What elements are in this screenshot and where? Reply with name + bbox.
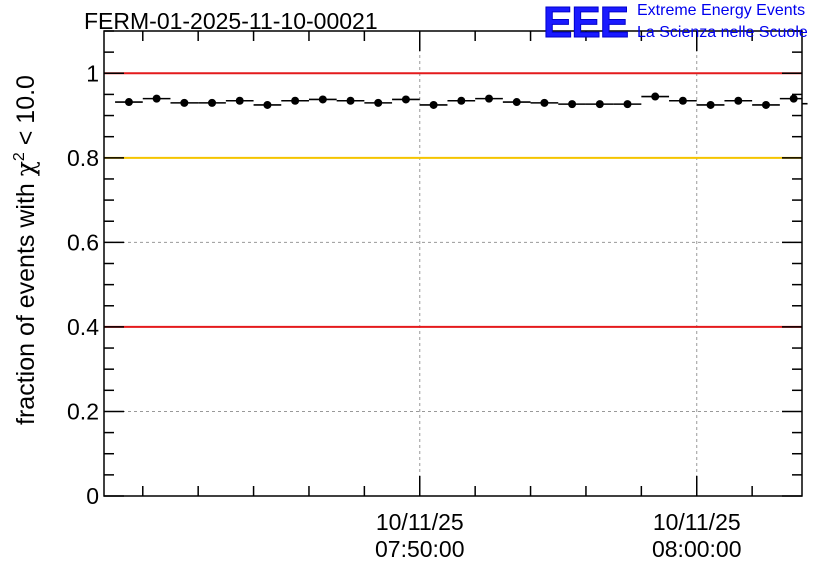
data-point — [789, 94, 798, 103]
data-point — [152, 94, 161, 103]
eee-logo: EEE Extreme Energy Events La Scienza nel… — [542, 0, 836, 47]
y-label-threshold: < 10.0 — [12, 75, 40, 152]
y-label-exponent: 2 — [11, 152, 28, 161]
y-tick-label: 0 — [86, 483, 99, 509]
y-tick-label: 0.6 — [67, 229, 99, 255]
data-point — [180, 98, 189, 107]
data-point — [346, 96, 355, 105]
data-point — [706, 100, 715, 109]
reference-lines — [104, 72, 802, 328]
y-axis-label: fraction of events with χ2 < 10.0 — [11, 75, 40, 425]
y-tick-label: 0.8 — [67, 145, 99, 171]
x-tick-label-date: 10/11/25 — [653, 509, 741, 535]
y-label-chi: χ — [11, 161, 40, 176]
axis-ticks — [104, 30, 802, 497]
data-point — [429, 100, 438, 109]
data-point — [124, 98, 133, 107]
logo-title: Extreme Energy Events — [637, 2, 806, 19]
data-point — [568, 100, 577, 109]
run-title: FERM-01-2025-11-10-00021 — [84, 8, 378, 34]
y-tick-label: 0.4 — [67, 314, 99, 340]
data-point — [291, 96, 300, 105]
x-tick-label-time: 08:00:00 — [652, 536, 742, 562]
x-tick-label-time: 07:50:00 — [375, 536, 465, 562]
y-label-text: fraction of events with — [12, 176, 40, 425]
y-tick-label: 1 — [86, 60, 99, 86]
data-point — [623, 100, 632, 109]
data-points — [115, 92, 808, 109]
data-point — [761, 100, 770, 109]
data-point — [263, 100, 272, 109]
plot-frame — [103, 30, 803, 497]
tick-labels: 00.20.40.60.8110/11/2507:50:0010/11/2508… — [67, 60, 741, 562]
data-point — [678, 96, 687, 105]
data-point — [485, 94, 494, 103]
data-point — [540, 98, 549, 107]
data-point — [235, 96, 244, 105]
data-point — [457, 96, 466, 105]
x-tick-label-date: 10/11/25 — [376, 509, 464, 535]
data-point — [512, 98, 521, 107]
data-point — [651, 92, 660, 101]
eee-logo-mark: EEE — [542, 0, 629, 47]
logo-subtitle: La Scienza nelle Scuole — [637, 24, 808, 41]
data-point — [208, 98, 217, 107]
data-point — [401, 95, 410, 104]
data-point — [595, 100, 604, 109]
data-point — [374, 98, 383, 107]
y-tick-label: 0.2 — [67, 398, 99, 424]
data-point — [734, 96, 743, 105]
data-point — [318, 95, 327, 104]
